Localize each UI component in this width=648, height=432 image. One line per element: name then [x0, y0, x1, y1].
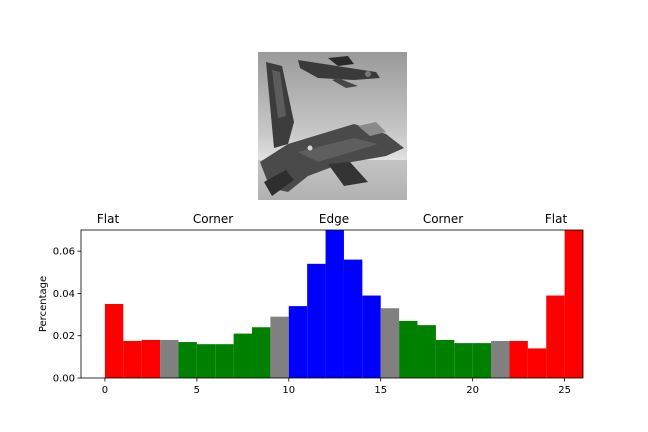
histogram-bar-25	[564, 230, 583, 378]
histogram-bar-3	[160, 339, 179, 378]
histogram-bar-20	[472, 343, 492, 378]
histogram-bar-5	[196, 344, 216, 378]
histogram-bar-4	[178, 342, 197, 378]
background-jet-icon	[298, 56, 380, 88]
y-tick-label: 0.00	[53, 374, 75, 385]
histogram-bar-18	[435, 339, 455, 378]
histogram-bar-2	[141, 339, 161, 378]
histogram-bar-14	[362, 295, 381, 378]
region-label-flat-left: Flat	[96, 212, 120, 226]
region-label-edge: Edge	[318, 212, 350, 226]
histogram-bar-22	[509, 341, 528, 378]
histogram-bar-8	[252, 327, 271, 378]
histogram-bar-17	[417, 325, 436, 378]
histogram-bar-9	[270, 316, 289, 378]
jet-photo-thumbnail	[258, 52, 407, 200]
x-tick-label: 15	[374, 385, 387, 396]
histogram-bars	[104, 230, 583, 378]
x-tick-label: 25	[558, 385, 571, 396]
histogram-bar-10	[288, 306, 308, 378]
axes-frame	[80, 229, 584, 379]
foreground-jet-icon	[260, 62, 404, 196]
x-tick-label: 20	[466, 385, 479, 396]
region-label-flat-right: Flat	[544, 212, 568, 226]
histogram-bar-24	[546, 295, 565, 378]
histogram-bar-12	[325, 230, 344, 378]
y-tick-label: 0.04	[53, 289, 75, 300]
histogram-bar-7	[233, 333, 253, 378]
histogram-bar-23	[527, 348, 547, 378]
x-tick-label: 0	[102, 385, 108, 396]
histogram-bar-16	[399, 320, 418, 378]
histogram-bar-21	[491, 341, 510, 378]
y-tick-label: 0.02	[53, 331, 75, 342]
histogram-bar-1	[123, 341, 142, 378]
x-tick-label: 10	[282, 385, 295, 396]
region-label-corner-left: Corner	[192, 212, 234, 226]
y-tick-label: 0.06	[53, 247, 75, 258]
histogram-bar-13	[343, 259, 363, 378]
y-axis-label: Percentage	[38, 276, 49, 332]
histogram-bar-15	[380, 308, 400, 378]
x-tick-label: 5	[194, 385, 200, 396]
x-axis-ticks: 0 5 10 15 20 25	[102, 378, 571, 396]
histogram-bar-6	[215, 344, 234, 378]
histogram-bar-0	[104, 304, 124, 378]
histogram-bar-11	[307, 263, 326, 378]
region-label-corner-right: Corner	[422, 212, 464, 226]
histogram-bar-19	[454, 343, 473, 378]
y-axis-ticks: 0.00 0.02 0.04 0.06	[53, 247, 81, 385]
